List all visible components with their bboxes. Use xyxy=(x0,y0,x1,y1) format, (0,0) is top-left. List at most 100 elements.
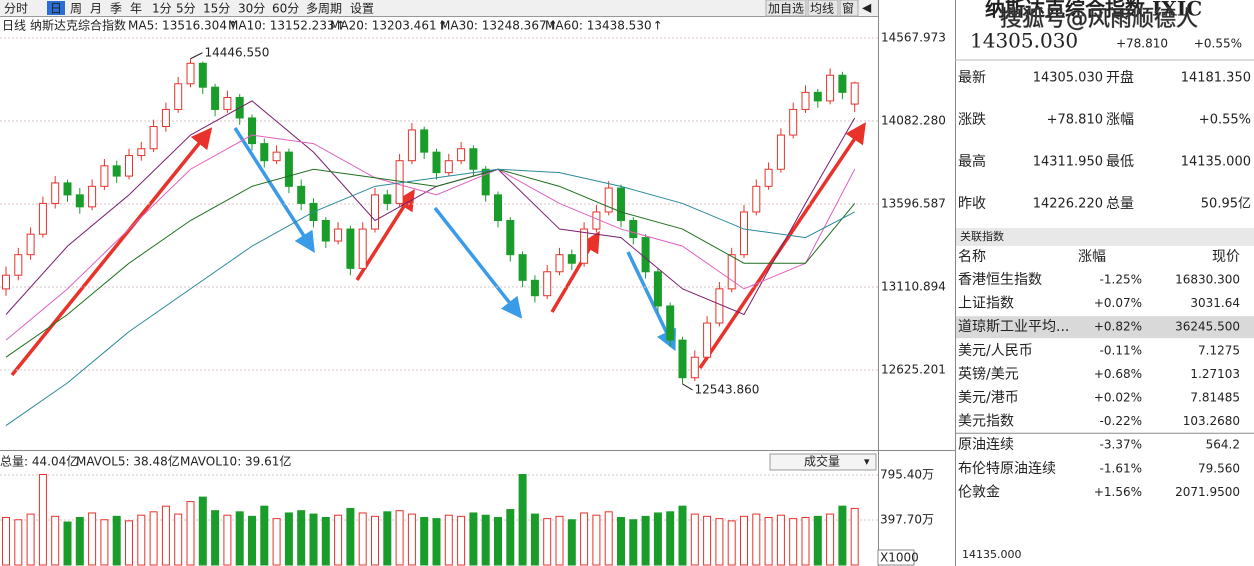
toolbar-button[interactable] xyxy=(765,0,807,17)
volume-selector[interactable] xyxy=(769,453,877,471)
volume-bar xyxy=(826,513,835,566)
volume-bar xyxy=(38,473,47,566)
candle-body xyxy=(38,202,47,235)
candle-body xyxy=(752,185,761,213)
volume-bar xyxy=(346,507,355,566)
ma-arrow: ↑ xyxy=(653,19,663,33)
toolbar-button[interactable] xyxy=(807,0,839,17)
toolbar-tab[interactable]: 日 xyxy=(50,2,62,16)
candle-body xyxy=(740,211,748,256)
section-header xyxy=(956,228,1254,246)
volume-bar xyxy=(297,510,306,566)
section-title: 关联指数 xyxy=(960,229,1004,243)
toolbar-tab[interactable]: 周 xyxy=(70,2,82,16)
candle-body xyxy=(838,74,847,93)
volume-bar xyxy=(469,512,478,566)
volume-bar xyxy=(666,511,675,566)
quote-value: 50.95亿 xyxy=(1201,197,1251,212)
volume-bar xyxy=(260,505,269,566)
volume-bar xyxy=(506,509,515,566)
related-name[interactable]: 布伦特原油连续 xyxy=(958,460,1056,477)
dropdown-caret: ▾ xyxy=(864,455,870,468)
candle-body xyxy=(617,187,625,222)
toolbar-tab[interactable]: 季 xyxy=(110,2,122,16)
toolbar-button[interactable] xyxy=(839,0,859,17)
related-name[interactable]: 原油连续 xyxy=(958,436,1014,453)
ma-line xyxy=(5,134,856,341)
candle-body xyxy=(653,271,662,307)
candle-body xyxy=(51,182,60,204)
quote-title: 纳斯达克综合指数 IXIC xyxy=(985,0,1202,21)
volume-bar xyxy=(2,516,10,566)
volume-bar xyxy=(776,514,785,566)
volume-bar xyxy=(555,515,564,566)
y-tick-label: 14082.280 xyxy=(881,114,946,128)
quote-label: 最高 xyxy=(958,153,986,170)
volume-bar xyxy=(567,519,576,566)
toolbar-tab[interactable]: 分时 xyxy=(4,2,28,16)
toolbar-tab[interactable]: 15分 xyxy=(203,2,230,16)
volume-bar xyxy=(100,519,109,566)
toolbar-button-label[interactable]: 窗 xyxy=(842,2,854,16)
column-header: 涨幅 xyxy=(1078,249,1106,265)
volume-bar xyxy=(248,515,256,566)
unit-box xyxy=(877,549,915,566)
candle-body xyxy=(198,62,207,88)
related-name[interactable]: 美元/人民币 xyxy=(958,343,1033,359)
toolbar-tab[interactable]: 年 xyxy=(130,2,142,16)
related-price: 79.560 xyxy=(1198,461,1240,475)
candle-body xyxy=(383,194,392,204)
related-name[interactable]: 香港恒生指数 xyxy=(958,272,1042,288)
toolbar-tab[interactable]: 多周期 xyxy=(306,2,342,16)
volume-bar xyxy=(653,512,662,566)
candle-body xyxy=(211,86,220,110)
related-name[interactable]: 美元/港币 xyxy=(958,390,1019,406)
quote-label: 最低 xyxy=(1106,154,1134,170)
related-name[interactable]: 伦敦金 xyxy=(958,484,1000,500)
candle-body xyxy=(678,339,687,379)
volume-selector-label[interactable]: 成交量 xyxy=(804,454,840,469)
toolbar-tab[interactable]: 1分 xyxy=(152,2,172,16)
related-price: 7.81485 xyxy=(1190,391,1240,405)
candle-body xyxy=(580,228,589,264)
row-highlight[interactable] xyxy=(956,316,1254,339)
volume-bar xyxy=(789,518,798,566)
volume-bar xyxy=(174,513,183,566)
toolbar-tab[interactable]: 月 xyxy=(90,2,102,16)
toolbar-button-label[interactable]: 均线 xyxy=(810,2,834,16)
candle-body xyxy=(248,117,256,145)
candle-body xyxy=(666,305,675,341)
toolbar-button-label[interactable]: 加自选 xyxy=(768,2,804,16)
candle-body xyxy=(334,228,343,242)
candle-body xyxy=(776,134,785,170)
toolbar-tab[interactable]: 60分 xyxy=(272,2,299,16)
period-label: 日线 xyxy=(2,19,26,33)
quote-value: 14226.220 xyxy=(1033,197,1103,212)
candle-body xyxy=(26,233,35,256)
quote-label: 总量 xyxy=(1106,196,1134,212)
related-name[interactable]: 美元指数 xyxy=(958,414,1014,430)
related-name[interactable]: 上证指数 xyxy=(958,296,1014,312)
candle-body xyxy=(555,254,564,273)
quote-value: +0.55% xyxy=(1199,113,1251,128)
quote-label: 昨收 xyxy=(958,196,986,212)
toolbar-tab[interactable]: 5分 xyxy=(176,2,196,16)
volume-bar xyxy=(543,518,552,566)
candle-body xyxy=(186,62,195,85)
volume-bar xyxy=(481,514,490,566)
candle-body xyxy=(481,168,490,196)
candle-body xyxy=(284,151,293,187)
volume-bar xyxy=(494,516,502,566)
toolbar-tab[interactable]: 设置 xyxy=(350,2,374,16)
candle-body xyxy=(297,185,306,204)
related-name[interactable]: 道琼斯工业平均... xyxy=(958,319,1069,335)
y-tick-label: 13110.894 xyxy=(881,280,946,294)
y-tick-label: 12625.201 xyxy=(881,363,946,377)
volume-bar xyxy=(530,513,539,566)
ma-arrow: ↑ xyxy=(548,19,558,33)
toolbar-tab[interactable]: 30分 xyxy=(238,2,265,16)
tab-active xyxy=(47,1,65,15)
related-name[interactable]: 英镑/美元 xyxy=(958,365,1019,382)
volume-header: MAVOL10: 39.61亿 xyxy=(180,454,291,469)
volume-bar xyxy=(309,513,318,566)
